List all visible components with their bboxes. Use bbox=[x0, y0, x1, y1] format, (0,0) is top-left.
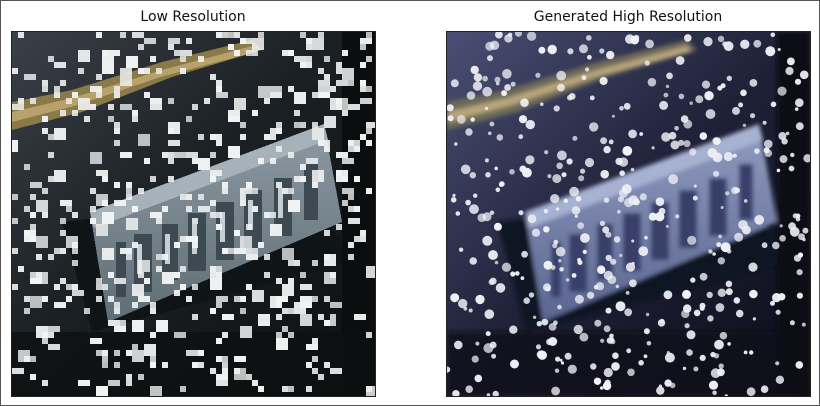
panel-title-low-resolution: Low Resolution bbox=[140, 9, 246, 25]
generated-high-resolution-image-svg bbox=[447, 32, 810, 396]
low-resolution-image-svg bbox=[12, 32, 375, 396]
generated-high-resolution-image bbox=[446, 31, 811, 397]
low-resolution-image bbox=[11, 31, 376, 397]
panel-title-generated-high-resolution: Generated High Resolution bbox=[533, 9, 723, 25]
